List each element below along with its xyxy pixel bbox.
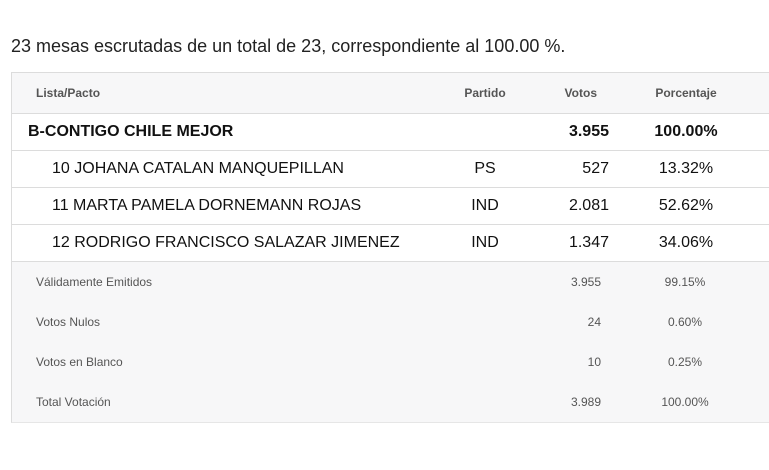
candidate-row: 10 JOHANA CATALAN MANQUEPILLAN PS 527 13… <box>12 151 769 188</box>
totals-row-validos: Válidamente Emitidos 3.955 99.15% <box>12 262 769 302</box>
table-header: Lista/Pacto Partido Votos Porcentaje <box>12 73 769 114</box>
column-header-porcentaje: Porcentaje <box>655 86 717 100</box>
candidate-percentage: 34.06% <box>658 234 714 251</box>
totals-percentage: 99.15% <box>664 275 706 289</box>
results-table: Lista/Pacto Partido Votos Porcentaje B-C… <box>11 72 769 423</box>
candidate-percentage: 52.62% <box>658 197 714 214</box>
lista-percentage: 100.00% <box>654 123 718 140</box>
candidate-name: 12 RODRIGO FRANCISCO SALAZAR JIMENEZ <box>52 234 400 251</box>
candidate-row: 11 MARTA PAMELA DORNEMANN ROJAS IND 2.08… <box>12 188 769 225</box>
totals-row-blanco: Votos en Blanco 10 0.25% <box>12 342 769 382</box>
lista-name: B-CONTIGO CHILE MEJOR <box>28 123 234 140</box>
totals-votes: 24 <box>587 315 601 329</box>
totals-label: Votos Nulos <box>36 315 101 329</box>
candidate-party: PS <box>474 160 496 177</box>
totals-percentage: 0.60% <box>667 315 703 329</box>
column-header-votos: Votos <box>564 86 597 100</box>
candidate-row: 12 RODRIGO FRANCISCO SALAZAR JIMENEZ IND… <box>12 225 769 262</box>
lista-row: B-CONTIGO CHILE MEJOR 3.955 100.00% <box>12 114 769 151</box>
column-header-partido: Partido <box>464 86 506 100</box>
totals-votes: 3.955 <box>570 275 601 289</box>
candidate-name: 10 JOHANA CATALAN MANQUEPILLAN <box>52 160 344 177</box>
candidate-party: IND <box>471 197 499 214</box>
candidate-votes: 2.081 <box>568 197 609 214</box>
candidate-votes: 527 <box>582 160 609 177</box>
totals-label: Válidamente Emitidos <box>36 275 153 289</box>
candidate-votes: 1.347 <box>568 234 609 251</box>
totals-votes: 10 <box>587 355 601 369</box>
candidate-percentage: 13.32% <box>658 160 714 177</box>
candidate-party: IND <box>471 234 499 251</box>
totals-label: Votos en Blanco <box>36 355 123 369</box>
candidate-name: 11 MARTA PAMELA DORNEMANN ROJAS <box>52 197 362 214</box>
totals-percentage: 0.25% <box>667 355 703 369</box>
totals-row-nulos: Votos Nulos 24 0.60% <box>12 302 769 342</box>
totals-votes: 3.989 <box>570 395 601 409</box>
lista-votes: 3.955 <box>568 123 609 140</box>
totals-row-total: Total Votación 3.989 100.00% <box>12 382 769 422</box>
totals-label: Total Votación <box>36 395 111 409</box>
column-header-lista: Lista/Pacto <box>36 86 101 100</box>
totals-percentage: 100.00% <box>661 395 709 409</box>
scrutiny-summary: 23 mesas escrutadas de un total de 23, c… <box>11 36 566 56</box>
